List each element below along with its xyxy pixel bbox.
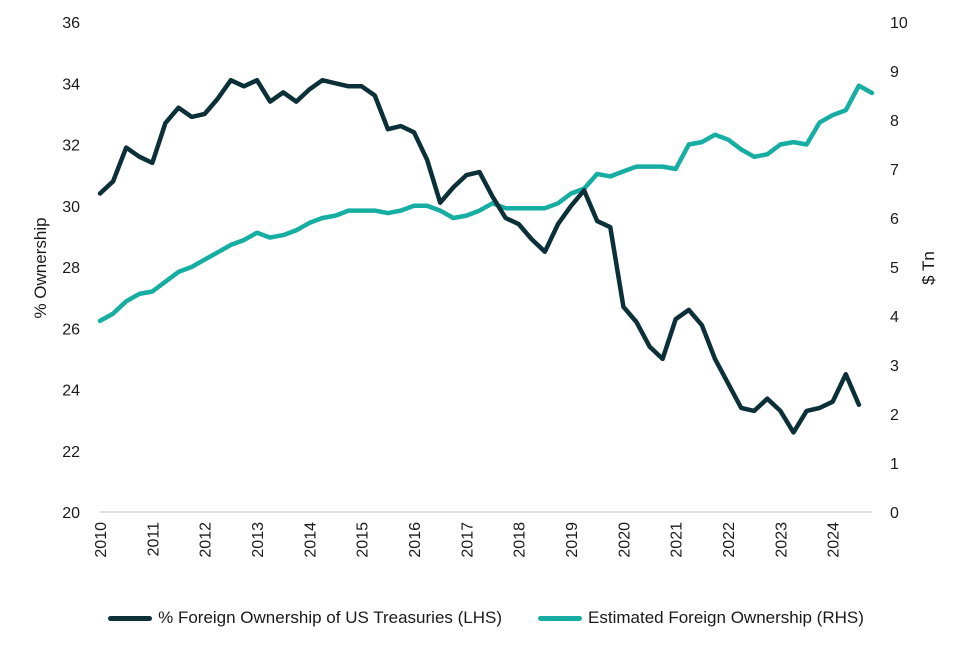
- left-y-tick-label: 24: [62, 383, 80, 400]
- x-tick-label: 2010: [93, 522, 110, 558]
- right-y-tick-label: 4: [890, 309, 899, 326]
- x-tick-label: 2016: [407, 522, 424, 558]
- left-y-tick-label: 34: [62, 76, 80, 93]
- right-y-axis: 0 1 2 3 4 5 6 7 8 9 10: [890, 15, 908, 522]
- right-y-tick-label: 3: [890, 358, 899, 375]
- legend-label: % Foreign Ownership of US Treasuries (LH…: [158, 608, 503, 627]
- x-tick-label: 2012: [198, 522, 215, 558]
- right-y-tick-label: 5: [890, 260, 899, 277]
- right-y-tick-label: 6: [890, 211, 899, 228]
- right-y-tick-label: 8: [890, 113, 899, 130]
- legend-label: Estimated Foreign Ownership (RHS): [588, 608, 864, 627]
- x-tick-label: 2024: [826, 522, 843, 558]
- legend-item-estimated-ownership: Estimated Foreign Ownership (RHS): [538, 608, 864, 628]
- left-y-tick-label: 36: [62, 15, 80, 32]
- x-tick-label: 2019: [564, 522, 581, 558]
- left-y-tick-label: 32: [62, 138, 80, 155]
- right-y-axis-title: $ Tn: [919, 251, 938, 285]
- x-tick-label: 2011: [145, 522, 162, 557]
- x-axis: 2010 2011 2012 2013 2014 2015 2016 2017 2018 2019…: [93, 511, 872, 558]
- legend-item-foreign-ownership-pct: % Foreign Ownership of US Treasuries (LH…: [108, 608, 502, 628]
- right-y-tick-label: 0: [890, 505, 899, 522]
- legend-swatch-dark: [108, 615, 153, 621]
- legend: % Foreign Ownership of US Treasuries (LH…: [0, 608, 972, 628]
- left-y-axis: 20 22 24 26 28 30 32 34 36: [62, 15, 80, 522]
- right-y-tick-label: 9: [890, 64, 899, 81]
- x-tick-label: 2021: [669, 522, 686, 558]
- right-y-tick-label: 1: [890, 456, 899, 473]
- x-tick-label: 2023: [773, 522, 790, 558]
- x-tick-label: 2015: [355, 522, 372, 558]
- x-tick-label: 2022: [721, 522, 738, 558]
- left-y-tick-label: 28: [62, 260, 80, 277]
- right-y-tick-label: 10: [890, 15, 908, 32]
- x-tick-label: 2014: [302, 522, 319, 558]
- x-tick-label: 2017: [459, 522, 476, 558]
- left-y-axis-title: % Ownership: [31, 217, 50, 318]
- right-y-tick-label: 7: [890, 162, 899, 179]
- left-y-tick-label: 22: [62, 444, 80, 461]
- x-tick-label: 2013: [250, 522, 267, 558]
- legend-swatch-teal: [538, 615, 583, 621]
- series-line-estimated-ownership: [97, 83, 875, 324]
- x-tick-label: 2018: [512, 522, 529, 558]
- series-line-foreign-ownership-pct: [97, 77, 862, 435]
- left-y-tick-label: 26: [62, 321, 80, 338]
- left-y-tick-label: 30: [62, 199, 80, 216]
- series-lines: [97, 77, 875, 435]
- right-y-tick-label: 2: [890, 407, 899, 424]
- x-tick-label: 2020: [616, 522, 633, 558]
- left-y-tick-label: 20: [62, 505, 80, 522]
